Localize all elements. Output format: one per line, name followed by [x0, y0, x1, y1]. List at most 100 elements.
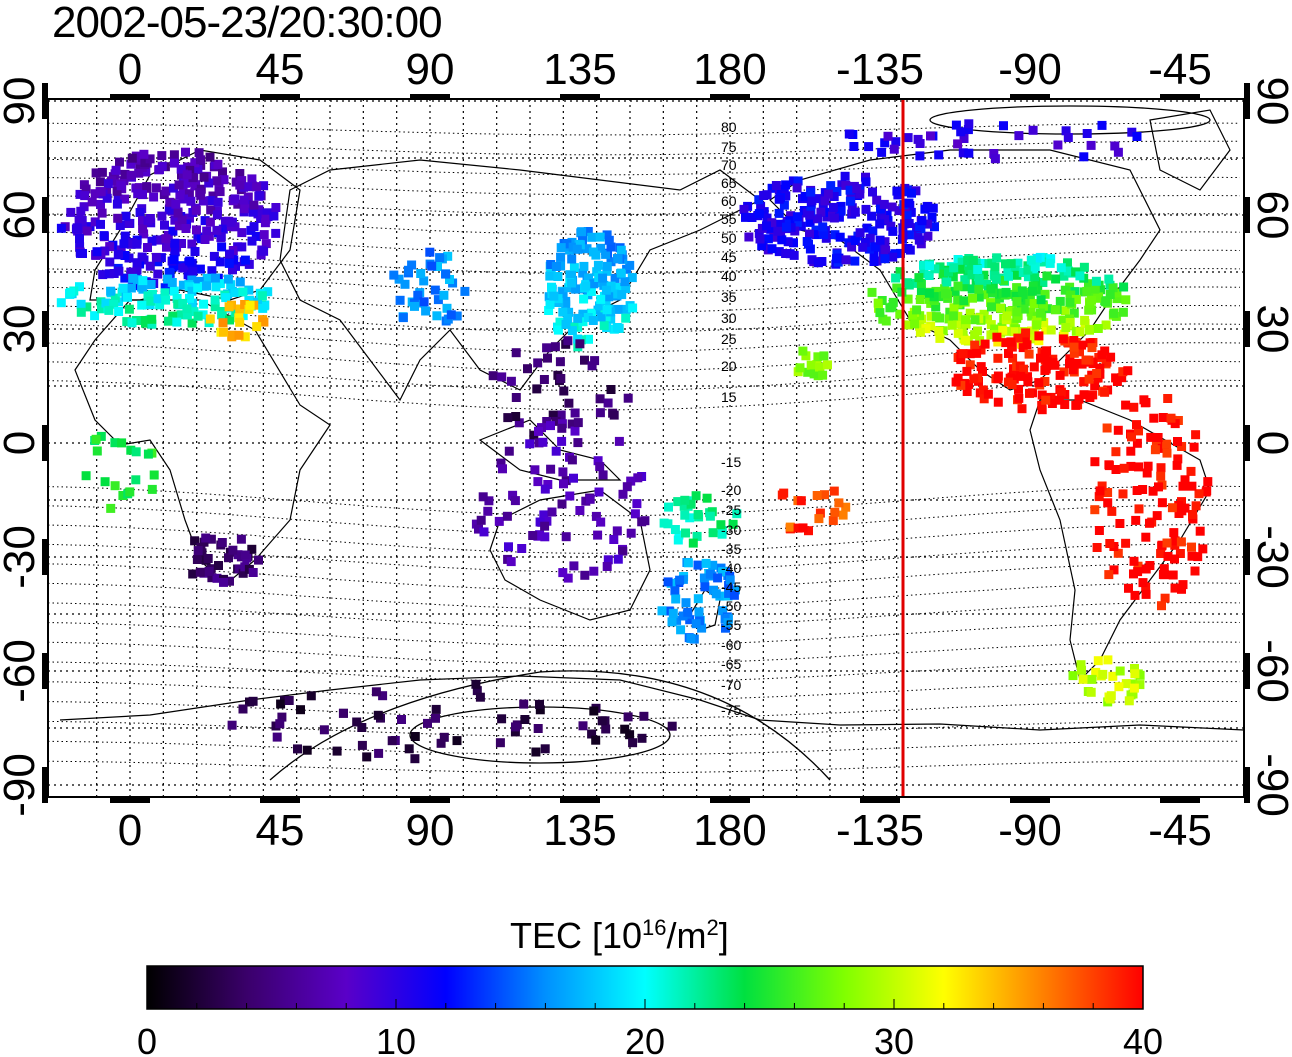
tec-pixel: [1085, 324, 1094, 334]
tec-pixel: [357, 740, 367, 750]
left-tick-bar: [42, 539, 48, 575]
tec-pixel: [632, 499, 642, 509]
tec-pixel: [960, 335, 970, 345]
tec-pixel: [221, 293, 231, 303]
tec-pixel: [953, 295, 963, 305]
tec-pixel: [815, 362, 824, 372]
tec-pixel: [1143, 461, 1153, 471]
tec-pixel: [1168, 570, 1178, 580]
tec-pixel: [757, 241, 767, 251]
tec-pixel: [759, 207, 769, 217]
top-tick-bar: [410, 94, 450, 100]
tec-pixel: [1129, 556, 1139, 566]
tec-pixel: [1075, 327, 1085, 337]
tec-pixel: [1017, 404, 1027, 414]
tec-pixel: [786, 211, 796, 221]
tec-pixel: [1034, 378, 1044, 388]
tec-pixel: [818, 370, 828, 380]
tec-pixel: [1104, 570, 1114, 580]
tec-pixel: [528, 531, 538, 540]
tec-pixel: [115, 221, 125, 230]
tec-pixel: [1180, 475, 1190, 485]
tec-pixel: [115, 157, 124, 167]
tec-pixel: [832, 254, 841, 264]
tec-pixel: [147, 314, 157, 324]
tec-pixel: [1028, 327, 1038, 337]
tec-pixel: [508, 490, 518, 500]
tec-pixel: [143, 243, 152, 252]
tec-pixel: [1071, 294, 1081, 304]
colorbar: 0 10 20 30 40: [137, 965, 1163, 1057]
tec-pixel: [442, 303, 452, 313]
tec-pixel: [209, 251, 219, 261]
tec-pixel: [828, 516, 838, 525]
tec-pixel: [996, 303, 1005, 313]
tec-pixel: [533, 358, 543, 368]
tec-pixel: [210, 273, 220, 283]
tec-pixel: [206, 205, 216, 215]
left-tick-bar: [42, 83, 48, 119]
tec-pixel: [1003, 267, 1013, 277]
tec-pixel: [606, 385, 616, 394]
tec-pixel: [829, 213, 839, 223]
tec-pixel: [441, 269, 451, 279]
tec-pixel: [820, 490, 829, 500]
tec-pixel: [1126, 446, 1136, 456]
tec-pixel: [606, 314, 616, 324]
tec-pixel: [258, 303, 268, 313]
tec-pixel: [546, 260, 556, 269]
tec-pixel: [210, 295, 220, 305]
tec-pixel: [373, 710, 383, 720]
tec-pixel: [1154, 482, 1163, 492]
tec-pixel: [174, 180, 184, 190]
tec-pixel: [693, 560, 703, 570]
tec-pixel: [807, 196, 817, 206]
tec-pixel: [531, 747, 541, 757]
tec-pixel: [959, 296, 969, 306]
tec-pixel: [1092, 543, 1102, 552]
tec-pixel: [813, 258, 823, 268]
tec-pixel: [178, 298, 188, 308]
tec-pixel: [184, 189, 194, 199]
tec-pixel: [1061, 323, 1071, 332]
tec-pixel: [622, 482, 632, 492]
tec-pixel: [602, 266, 612, 276]
tec-pixel: [1124, 696, 1134, 706]
tec-pixel: [835, 232, 845, 242]
tec-pixel: [969, 374, 979, 384]
tec-pixel: [586, 287, 596, 296]
tec-pixel: [483, 506, 493, 516]
tec-pixel: [98, 270, 108, 280]
left-lat-label: -60: [0, 639, 44, 703]
tec-pixel: [1111, 465, 1121, 474]
tec-pixel: [475, 692, 485, 702]
tec-pixel: [864, 244, 874, 254]
tec-pixel: [865, 233, 875, 243]
tec-pixel: [959, 134, 969, 143]
tec-pixel: [553, 272, 563, 281]
tec-pixel: [779, 488, 789, 498]
tec-pixel: [805, 229, 814, 239]
tec-pixel: [987, 302, 996, 312]
tec-pixel: [697, 623, 707, 633]
tec-pixel: [625, 730, 635, 740]
tec-pixel: [217, 242, 227, 252]
tec-pixel: [173, 208, 183, 218]
right-tick-bar: [1244, 653, 1250, 689]
tec-pixel: [1110, 141, 1120, 151]
tec-pixel: [575, 506, 585, 515]
tec-pixel: [1106, 691, 1116, 701]
tec-pixel: [774, 194, 784, 204]
tec-pixel: [875, 235, 885, 245]
contour-label: -70: [721, 677, 741, 693]
tec-pixel: [606, 242, 616, 252]
tec-pixel: [1119, 463, 1129, 473]
tec-pixel: [90, 311, 100, 321]
tec-pixel: [504, 542, 513, 552]
tec-pixel: [904, 230, 914, 240]
tec-pixel: [188, 569, 198, 579]
contour-label: 55: [721, 211, 737, 227]
tec-pixel: [514, 418, 524, 428]
tec-pixel: [172, 317, 182, 327]
tec-pixel: [1133, 567, 1143, 577]
